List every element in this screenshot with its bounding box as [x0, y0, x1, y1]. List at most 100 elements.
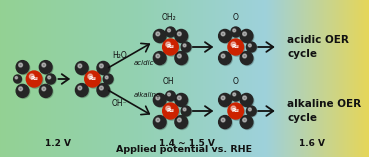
- Circle shape: [232, 28, 241, 38]
- Circle shape: [240, 51, 253, 65]
- Circle shape: [39, 84, 52, 97]
- Circle shape: [246, 42, 256, 52]
- Circle shape: [176, 30, 189, 43]
- Circle shape: [86, 72, 102, 88]
- Circle shape: [104, 75, 114, 85]
- Circle shape: [220, 53, 232, 65]
- Circle shape: [166, 92, 176, 102]
- Text: Ru: Ru: [167, 44, 174, 49]
- Circle shape: [85, 71, 100, 87]
- Circle shape: [241, 116, 254, 130]
- Circle shape: [243, 118, 246, 122]
- Circle shape: [181, 106, 191, 116]
- Circle shape: [175, 116, 187, 129]
- Circle shape: [19, 63, 23, 67]
- Circle shape: [183, 108, 186, 111]
- Circle shape: [166, 28, 176, 38]
- Circle shape: [175, 93, 187, 106]
- Text: 1.6 V: 1.6 V: [299, 140, 325, 149]
- Text: O: O: [233, 77, 239, 86]
- Text: Ru: Ru: [30, 76, 38, 81]
- Circle shape: [176, 53, 189, 65]
- Circle shape: [248, 108, 251, 111]
- Circle shape: [221, 118, 225, 122]
- Circle shape: [156, 32, 160, 36]
- Circle shape: [153, 93, 166, 106]
- Circle shape: [248, 44, 251, 47]
- Text: Ru: Ru: [167, 108, 174, 114]
- Circle shape: [182, 43, 192, 53]
- Circle shape: [40, 85, 53, 98]
- Circle shape: [175, 51, 187, 65]
- Circle shape: [42, 87, 46, 91]
- Circle shape: [233, 29, 236, 32]
- Circle shape: [99, 86, 103, 90]
- Text: acidic: acidic: [133, 60, 154, 66]
- Circle shape: [76, 84, 89, 97]
- Circle shape: [99, 64, 103, 68]
- Circle shape: [153, 30, 166, 42]
- Circle shape: [19, 87, 23, 91]
- Circle shape: [164, 104, 180, 120]
- Circle shape: [233, 93, 236, 96]
- Circle shape: [220, 116, 232, 130]
- Circle shape: [14, 76, 22, 84]
- Circle shape: [29, 74, 34, 79]
- Circle shape: [154, 94, 167, 107]
- Circle shape: [154, 30, 167, 43]
- Circle shape: [231, 27, 240, 37]
- Circle shape: [221, 96, 225, 100]
- Text: O: O: [233, 13, 239, 22]
- Circle shape: [231, 106, 236, 111]
- Circle shape: [167, 93, 170, 96]
- Circle shape: [231, 42, 236, 47]
- Circle shape: [15, 76, 17, 79]
- Circle shape: [177, 96, 181, 100]
- Circle shape: [243, 54, 246, 58]
- Circle shape: [221, 54, 225, 58]
- Circle shape: [229, 40, 245, 56]
- Circle shape: [97, 84, 110, 97]
- Circle shape: [28, 72, 43, 88]
- Circle shape: [78, 86, 82, 90]
- Circle shape: [228, 103, 243, 119]
- Circle shape: [26, 71, 42, 87]
- Circle shape: [176, 116, 189, 130]
- Circle shape: [166, 42, 170, 47]
- Circle shape: [176, 94, 189, 107]
- Circle shape: [247, 43, 257, 53]
- Circle shape: [220, 30, 232, 43]
- Circle shape: [17, 62, 30, 75]
- Circle shape: [88, 74, 93, 79]
- Circle shape: [221, 32, 225, 36]
- Circle shape: [175, 30, 187, 42]
- Text: alkaline: alkaline: [133, 92, 161, 98]
- Circle shape: [17, 85, 30, 98]
- Circle shape: [76, 62, 89, 75]
- Circle shape: [177, 54, 181, 58]
- Circle shape: [40, 62, 53, 75]
- Text: Ru: Ru: [232, 44, 240, 49]
- Circle shape: [14, 75, 22, 83]
- Circle shape: [240, 116, 253, 129]
- Circle shape: [182, 107, 192, 117]
- Circle shape: [228, 39, 243, 55]
- Circle shape: [48, 76, 51, 79]
- Circle shape: [39, 61, 52, 74]
- Circle shape: [167, 29, 170, 32]
- Text: alkaline OER
cycle: alkaline OER cycle: [287, 99, 361, 123]
- Circle shape: [247, 107, 257, 117]
- Circle shape: [164, 40, 180, 56]
- Circle shape: [240, 93, 253, 106]
- Circle shape: [177, 118, 181, 122]
- Circle shape: [229, 104, 245, 120]
- Circle shape: [241, 94, 254, 107]
- Circle shape: [166, 27, 175, 37]
- Circle shape: [76, 84, 88, 97]
- Circle shape: [46, 74, 56, 84]
- Circle shape: [76, 61, 88, 74]
- Circle shape: [218, 30, 231, 42]
- Text: OH: OH: [163, 77, 174, 86]
- Circle shape: [166, 106, 170, 111]
- Circle shape: [220, 94, 232, 107]
